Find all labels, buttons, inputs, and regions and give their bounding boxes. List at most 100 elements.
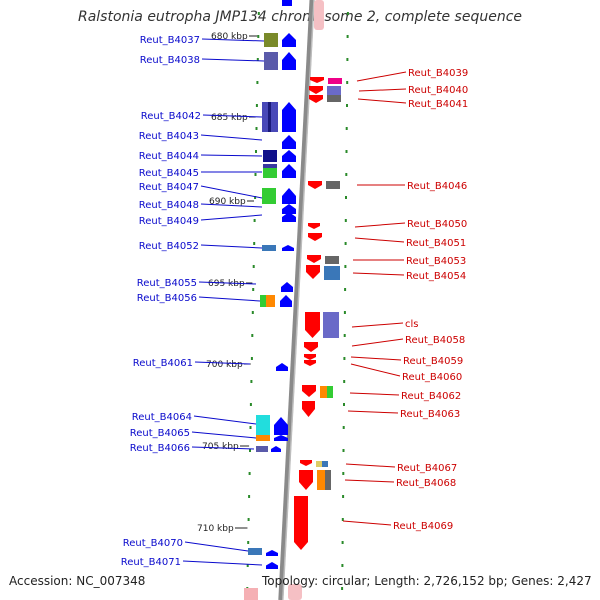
gene-block xyxy=(266,295,275,307)
forward-gene-arrow xyxy=(276,363,288,371)
gene-block xyxy=(326,181,340,189)
tick-dot xyxy=(254,196,257,199)
leader-line xyxy=(182,560,263,566)
reverse-gene-arrow xyxy=(302,401,315,417)
forward-gene-arrow xyxy=(282,102,296,132)
scale-label: 710 kbp xyxy=(197,524,234,534)
top-partial-gene xyxy=(282,0,292,6)
tick-dot xyxy=(250,357,253,360)
reverse-gene-arrow xyxy=(309,86,323,94)
tick-dot xyxy=(342,449,345,452)
gene-features xyxy=(248,33,342,569)
tick-dot xyxy=(252,288,255,291)
tick-dot xyxy=(252,265,255,268)
scale-label: 695 kbp xyxy=(208,279,245,289)
reverse-gene-arrow xyxy=(305,312,320,338)
gene-block xyxy=(328,78,342,84)
tick-dot xyxy=(342,426,345,429)
reverse-gene-arrow xyxy=(308,233,322,241)
gene-label-Reut_B4066: Reut_B4066 xyxy=(130,443,190,454)
reverse-gene-arrow xyxy=(308,223,320,229)
leader-line xyxy=(349,392,400,396)
leader-line xyxy=(193,415,257,425)
tick-dot xyxy=(346,81,349,84)
tick-dot xyxy=(346,35,349,38)
gene-block xyxy=(327,95,341,102)
gene-block xyxy=(317,470,325,490)
scale-label: 700 kbp xyxy=(206,360,243,370)
tick-dot xyxy=(343,334,346,337)
gene-label-Reut_B4061: Reut_B4061 xyxy=(133,358,193,369)
forward-gene-arrow xyxy=(282,150,296,162)
tick-dot xyxy=(256,81,259,84)
leader-line xyxy=(350,356,402,361)
leader-line xyxy=(200,154,263,157)
tick-dot xyxy=(344,265,347,268)
gene-block xyxy=(325,470,331,490)
tick-dot xyxy=(343,380,346,383)
tick-dot xyxy=(343,311,346,314)
gene-label-Reut_B4041: Reut_B4041 xyxy=(408,99,468,110)
top-partial-feature xyxy=(314,0,324,30)
reverse-gene-arrow xyxy=(300,460,312,466)
tick-dot xyxy=(247,518,250,521)
leader-line xyxy=(200,214,263,221)
forward-gene-arrow xyxy=(282,188,296,204)
topology-text: Topology: circular; Length: 2,726,152 bp… xyxy=(262,574,592,588)
gene-block xyxy=(262,245,276,251)
gene-label-Reut_B4053: Reut_B4053 xyxy=(406,256,466,267)
tick-dot xyxy=(249,449,251,452)
gene-block xyxy=(324,266,340,280)
leader-line xyxy=(200,203,263,208)
gene-label-Reut_B4044: Reut_B4044 xyxy=(139,151,199,162)
forward-gene-arrow xyxy=(266,562,278,569)
gene-block xyxy=(325,256,339,264)
tick-dot xyxy=(341,564,344,567)
bottom-partial-feature xyxy=(288,584,302,600)
gene-block xyxy=(323,312,339,338)
gene-label-Reut_B4062: Reut_B4062 xyxy=(401,391,461,402)
tick-dot xyxy=(344,219,347,222)
leader-line xyxy=(200,134,263,141)
reverse-gene-arrow xyxy=(306,265,320,279)
gene-label-Reut_B4050: Reut_B4050 xyxy=(407,219,467,230)
gene-block xyxy=(260,295,266,307)
reverse-gene-arrow xyxy=(304,354,316,360)
tick-dot xyxy=(249,426,252,429)
forward-gene-arrow xyxy=(282,135,296,149)
gene-block xyxy=(263,150,277,162)
gene-labels: Reut_B4037 Reut_B4038 Reut_B4042 Reut_B4043… xyxy=(121,35,468,568)
forward-gene-arrow xyxy=(271,446,281,452)
gene-label-Reut_B4060: Reut_B4060 xyxy=(402,372,462,383)
gene-label-Reut_B4055: Reut_B4055 xyxy=(137,278,197,289)
gene-block xyxy=(316,461,322,467)
gene-label-Reut_B4052: Reut_B4052 xyxy=(139,241,199,252)
gene-label-Reut_B4047: Reut_B4047 xyxy=(139,182,199,193)
scale-label: 690 kbp xyxy=(209,197,246,207)
tick-dot xyxy=(257,12,260,15)
gene-label-Reut_B4069: Reut_B4069 xyxy=(393,521,453,532)
forward-gene-arrow xyxy=(282,245,294,251)
gene-label-cls: cls xyxy=(405,319,419,330)
leader-line xyxy=(201,38,265,42)
leader-line xyxy=(198,296,261,302)
label-leader-lines xyxy=(182,38,407,566)
gene-block xyxy=(327,86,341,96)
leader-line xyxy=(351,322,404,328)
tick-dot xyxy=(345,127,348,130)
gene-label-Reut_B4059: Reut_B4059 xyxy=(403,356,463,367)
gene-label-Reut_B4064: Reut_B4064 xyxy=(132,412,192,423)
reverse-gene-arrow xyxy=(304,342,318,352)
leader-line xyxy=(191,431,257,439)
forward-gene-arrow xyxy=(281,282,293,292)
forward-gene-arrow xyxy=(282,52,296,70)
tick-dot xyxy=(343,357,346,360)
reverse-gene-arrow xyxy=(308,181,322,189)
tick-dot xyxy=(344,288,347,291)
tick-dot xyxy=(346,104,348,107)
tick-dot xyxy=(341,518,344,521)
forward-gene-arrow xyxy=(282,204,296,214)
tick-dot xyxy=(255,150,257,153)
backbone-highlight xyxy=(282,0,315,600)
